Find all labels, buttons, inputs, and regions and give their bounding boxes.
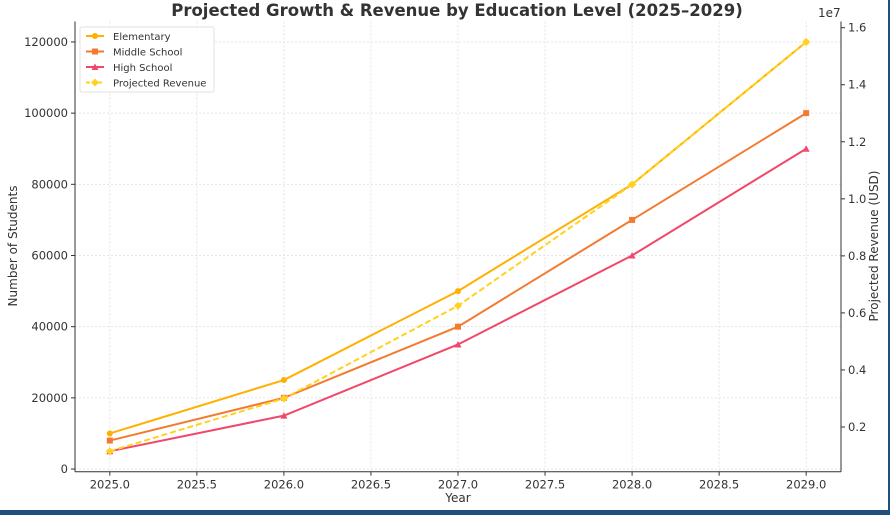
x-tick-label: 2026.5 bbox=[351, 478, 391, 492]
y-tick-label: 20000 bbox=[31, 391, 68, 405]
y-tick-label: 60000 bbox=[31, 248, 68, 262]
legend-marker bbox=[91, 63, 99, 70]
data-point bbox=[106, 430, 113, 437]
window-bottom-bar bbox=[0, 510, 890, 515]
data-point bbox=[802, 37, 811, 46]
legend-marker bbox=[91, 78, 99, 87]
x-tick-label: 2027.5 bbox=[525, 478, 565, 492]
y-axis-right-label: Projected Revenue (USD) bbox=[867, 171, 881, 322]
data-point bbox=[106, 437, 113, 444]
data-point bbox=[628, 251, 636, 259]
x-tick-label: 2028.0 bbox=[612, 478, 652, 492]
y-tick-label: 120000 bbox=[24, 35, 68, 49]
y-tick-label: 40000 bbox=[31, 320, 68, 334]
x-tick-label: 2029.0 bbox=[786, 478, 826, 492]
axes: 2025.0 2025.5 2026.0 2026.5 2027.0 2027.5 2028… bbox=[24, 21, 866, 492]
x-tick-label: 2026.0 bbox=[264, 478, 304, 492]
y-right-tick-label: 1.0 bbox=[848, 192, 866, 206]
data-point bbox=[628, 180, 637, 189]
data-point bbox=[455, 288, 461, 295]
chart-title: Projected Growth & Revenue by Education … bbox=[171, 1, 743, 20]
x-tick-label: 2025.0 bbox=[90, 478, 130, 492]
y-right-tick-label: 1.4 bbox=[848, 78, 866, 92]
data-point bbox=[802, 145, 810, 152]
y-right-tick-label: 0.4 bbox=[848, 363, 866, 377]
legend-label: High School bbox=[113, 63, 172, 74]
right-axis-offset: 1e7 bbox=[818, 6, 841, 20]
data-point bbox=[629, 216, 636, 223]
series-high-school bbox=[106, 145, 810, 455]
data-point bbox=[803, 110, 810, 117]
y-right-tick-label: 1.6 bbox=[848, 21, 866, 35]
legend-marker bbox=[92, 33, 98, 39]
legend-marker bbox=[92, 48, 98, 55]
legend: Elementary Middle School High School Projec… bbox=[79, 26, 215, 93]
data-point bbox=[280, 377, 287, 384]
legend-box bbox=[79, 26, 215, 93]
legend-label: Elementary bbox=[113, 32, 171, 43]
x-tick-label: 2028.5 bbox=[699, 478, 739, 492]
y-right-tick-label: 1.2 bbox=[848, 135, 866, 149]
data-point bbox=[454, 301, 462, 310]
y-tick-label: 0 bbox=[61, 462, 68, 476]
y-right-tick-label: 0.2 bbox=[848, 420, 866, 434]
x-tick-label: 2027.0 bbox=[438, 478, 478, 492]
legend-label: Projected Revenue bbox=[113, 79, 206, 90]
x-axis-label: Year bbox=[444, 491, 470, 505]
data-point bbox=[280, 412, 288, 419]
x-tick-label: 2025.5 bbox=[177, 478, 217, 492]
data-point bbox=[454, 340, 462, 348]
data-point bbox=[455, 323, 461, 330]
window-right-edge bbox=[888, 0, 890, 515]
legend-label: Middle School bbox=[113, 48, 182, 59]
series-projected-revenue bbox=[105, 37, 811, 456]
y-tick-label: 80000 bbox=[31, 177, 68, 191]
series-group bbox=[105, 37, 811, 456]
grid bbox=[75, 21, 841, 472]
data-point bbox=[105, 447, 114, 456]
y-right-tick-label: 0.6 bbox=[848, 306, 866, 320]
y-right-tick-label: 0.8 bbox=[848, 249, 866, 263]
y-axis-label: Number of Students bbox=[6, 186, 20, 307]
y-tick-label: 100000 bbox=[24, 106, 68, 120]
data-point bbox=[279, 394, 288, 403]
